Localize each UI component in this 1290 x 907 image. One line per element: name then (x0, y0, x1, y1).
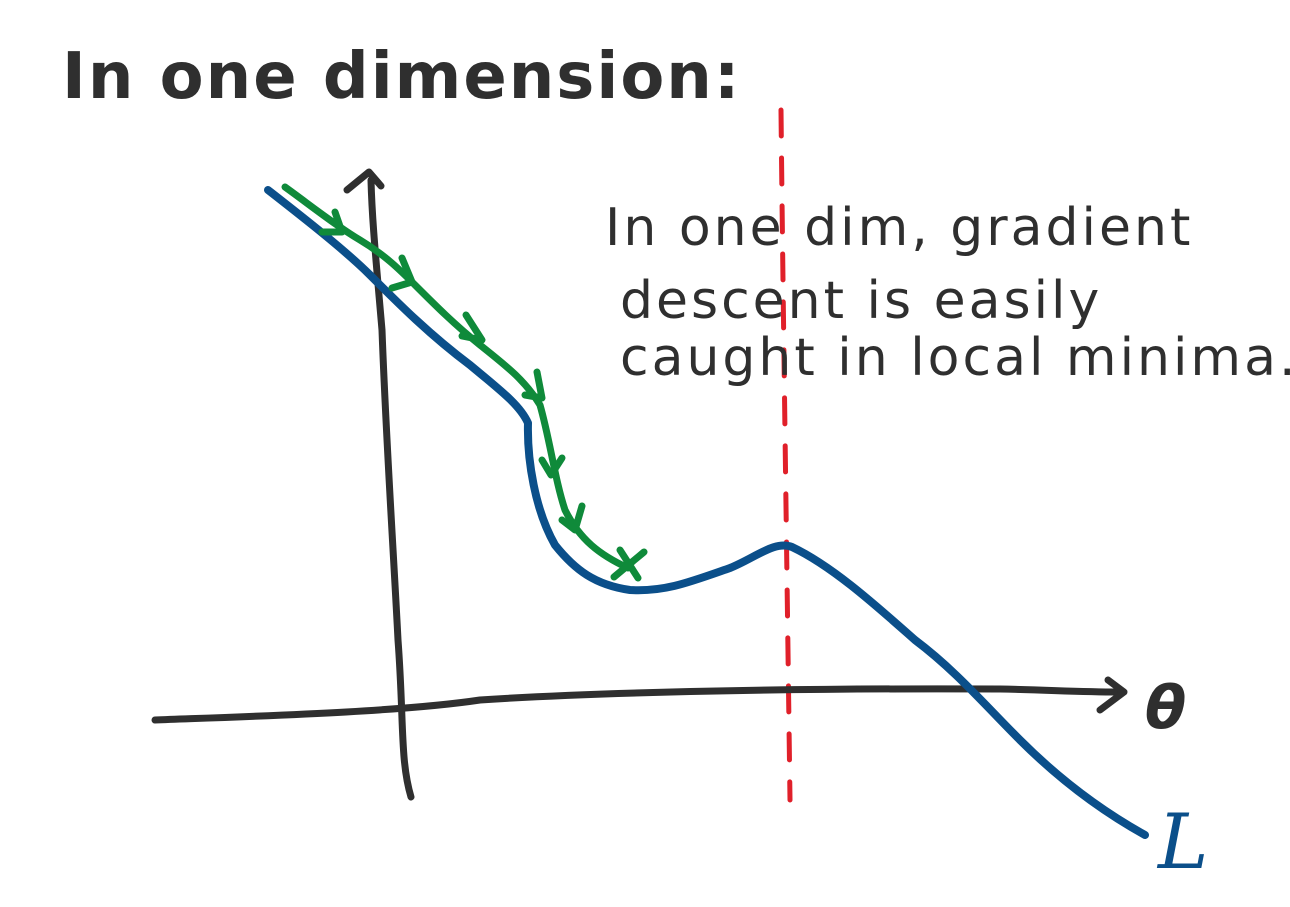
x-axis-arrowhead (1096, 676, 1128, 714)
curve-label-loss: L (1156, 797, 1208, 886)
note-text: In one dim, gradient descent is easily c… (605, 198, 1290, 388)
x-axis (151, 685, 1122, 724)
red-dashed-divider (778, 107, 793, 803)
descent-step-arrow (521, 368, 546, 402)
descent-step-arrow (458, 311, 486, 344)
note-line-3: caught in local minima. (620, 328, 1290, 388)
x-axis-label-theta: θ (1145, 673, 1186, 743)
local-minimum-x-marker (610, 546, 648, 582)
note-line-1: In one dim, gradient (605, 198, 1193, 258)
descent-step-arrow (558, 502, 586, 534)
descent-path (281, 183, 632, 572)
descent-step-arrow (318, 208, 346, 236)
diagram-heading: In one dimension: (62, 40, 741, 114)
loss-curve (264, 186, 1149, 839)
descent-step-arrow (388, 254, 416, 292)
note-line-2: descent is easily (620, 271, 1102, 331)
y-axis-arrowhead (343, 168, 385, 194)
descent-step-arrow (538, 454, 566, 479)
